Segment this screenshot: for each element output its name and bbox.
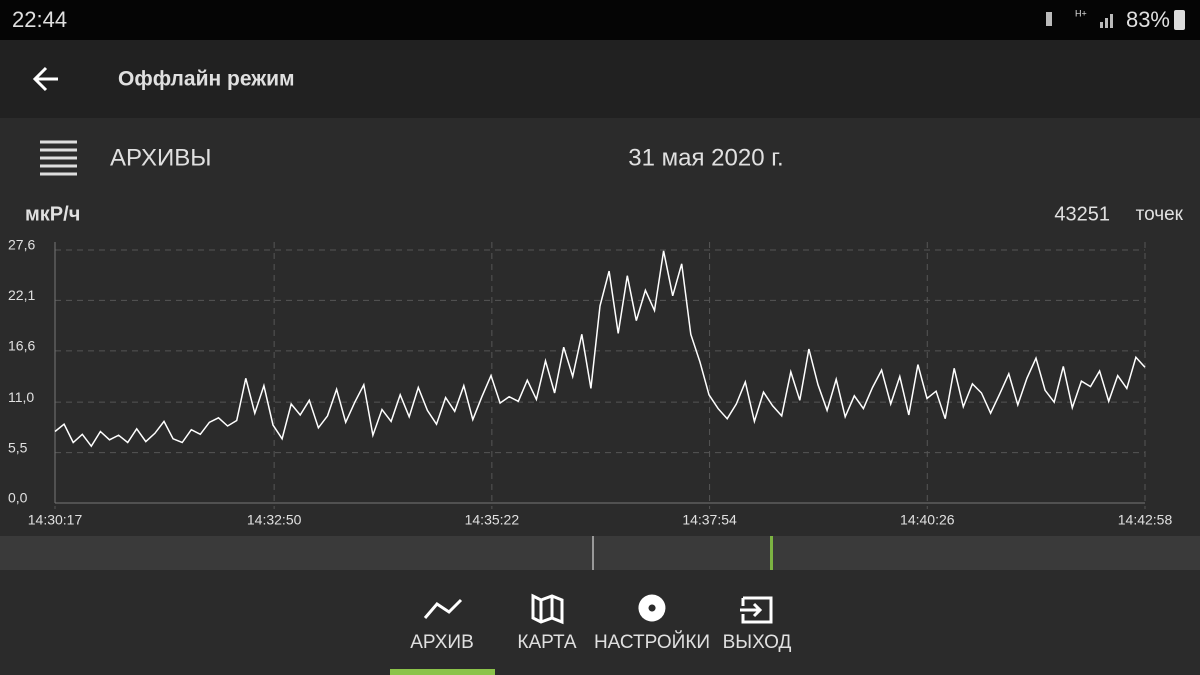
nav-label[interactable]: КАРТА <box>517 632 577 653</box>
x-tick-label: 14:40:26 <box>900 512 955 528</box>
status-icons: H+ <box>1046 8 1113 28</box>
x-tick-label: 14:32:50 <box>247 512 302 528</box>
nav-items: АРХИВ КАРТА НАСТРОЙКИ ВЫХОД <box>390 593 792 675</box>
y-tick-label: 11,0 <box>8 389 34 405</box>
x-tick-label: 14:30:17 <box>28 512 83 528</box>
back-button[interactable] <box>32 66 58 92</box>
nav-icon[interactable] <box>423 598 463 619</box>
battery-level: 83% <box>1126 7 1170 32</box>
status-time: 22:44 <box>12 7 67 32</box>
archive-date[interactable]: 31 мая 2020 г. <box>628 144 783 171</box>
app-title: Оффлайн режим <box>118 68 295 91</box>
x-tick-label: 14:35:22 <box>465 512 520 528</box>
bottom-nav <box>0 570 1200 675</box>
status-bar <box>0 0 1200 40</box>
unit-label: мкР/ч <box>25 203 80 225</box>
signal-bar <box>1100 22 1103 28</box>
network-icon: H+ <box>1075 8 1087 18</box>
chart: 0,0 5,5 11,0 16,6 22,1 27,6 14:30:17 14:32:50 14… <box>8 237 1172 528</box>
scrubber-end[interactable] <box>770 536 773 570</box>
nav-active-indicator <box>390 669 495 675</box>
scrubber-start[interactable] <box>592 536 594 570</box>
y-tick-label: 0,0 <box>8 490 28 506</box>
x-tick-label: 14:37:54 <box>682 512 737 528</box>
nav-label[interactable]: АРХИВ <box>410 632 474 653</box>
data-line <box>54 250 1146 448</box>
points-label: точек <box>1136 204 1184 225</box>
y-tick-label: 27,6 <box>8 237 35 253</box>
mute-icon <box>1046 12 1052 26</box>
signal-bar <box>1105 18 1108 28</box>
time-scrubber[interactable] <box>0 536 1200 570</box>
nav-label[interactable]: ВЫХОД <box>723 632 792 653</box>
signal-bar <box>1110 14 1113 28</box>
section-title: АРХИВЫ <box>110 144 211 171</box>
nav-icon[interactable] <box>740 596 773 624</box>
nav-icon[interactable] <box>638 594 666 622</box>
app-bar <box>0 40 1200 118</box>
menu-button[interactable] <box>40 140 77 176</box>
x-tick-label: 14:42:58 <box>1118 512 1173 528</box>
nav-label[interactable]: НАСТРОЙКИ <box>594 631 710 653</box>
y-tick-label: 16,6 <box>8 338 35 354</box>
y-tick-label: 22,1 <box>8 287 35 303</box>
y-tick-label: 5,5 <box>8 439 28 455</box>
battery-icon <box>1174 10 1185 30</box>
points-count: 43251 <box>1054 203 1110 225</box>
nav-icon[interactable] <box>531 593 564 625</box>
